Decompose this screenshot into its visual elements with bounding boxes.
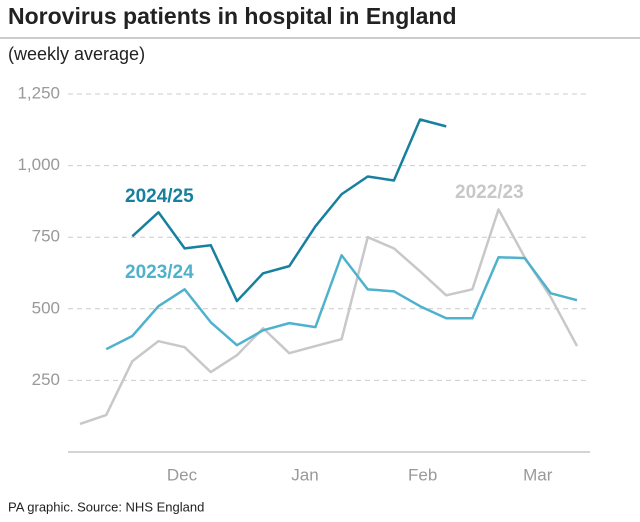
series-label: 2024/25 [125, 186, 194, 207]
y-tick-label: 250 [32, 370, 60, 389]
series-line [79, 208, 579, 426]
series-line [105, 253, 578, 351]
chart-title: Norovirus patients in hospital in Englan… [8, 3, 457, 29]
x-tick-label: Dec [167, 465, 198, 484]
y-tick-label: 750 [32, 227, 60, 246]
x-tick-label: Mar [523, 465, 553, 484]
y-tick-label: 1,250 [17, 83, 60, 102]
y-tick-label: 1,000 [17, 155, 60, 174]
x-tick-label: Jan [291, 465, 318, 484]
chart-subtitle: (weekly average) [8, 44, 145, 64]
y-tick-label: 500 [32, 298, 60, 317]
source: PA graphic. Source: NHS England [8, 499, 204, 514]
series-line [131, 118, 447, 303]
x-tick-label: Feb [408, 465, 437, 484]
series-label: 2023/24 [125, 262, 194, 283]
series-label: 2022/23 [455, 182, 524, 203]
